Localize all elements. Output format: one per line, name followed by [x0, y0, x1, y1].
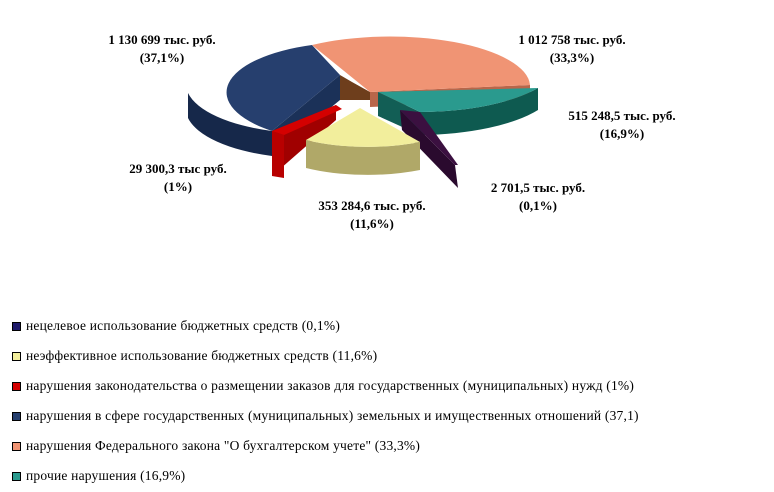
label-red-percent: (1%): [164, 179, 192, 194]
label-purple-percent: (0,1%): [519, 198, 557, 213]
label-blue-percent: (37,1%): [140, 50, 184, 65]
slice-red: [272, 105, 342, 135]
label-salmon-percent: (33,3%): [550, 50, 594, 65]
legend-swatch: [12, 441, 21, 451]
legend: нецелевое использование бюджетных средст…: [12, 311, 772, 491]
slice-teal-side: [420, 88, 538, 135]
legend-item: нарушения в сфере государственных (муниц…: [12, 401, 772, 431]
slice-salmon: [312, 36, 530, 92]
label-teal-percent: (16,9%): [600, 126, 644, 141]
label-yellow-percent: (11,6%): [350, 216, 394, 231]
legend-label: нецелевое использование бюджетных средст…: [26, 318, 341, 333]
legend-label: неэффективное использование бюджетных ср…: [26, 348, 378, 363]
slice-red-side: [272, 105, 336, 176]
legend-swatch: [12, 321, 21, 331]
pie-chart: 1 130 699 тыс. руб. (37,1%) 1 012 758 ты…: [108, 32, 675, 231]
legend-item: нарушения законодательства о размещении …: [12, 371, 772, 401]
slice-blue: [226, 45, 340, 131]
slice-yellow-side: [306, 140, 420, 175]
legend-label: нарушения в сфере государственных (муниц…: [26, 408, 639, 423]
slice-yellow: [306, 108, 420, 147]
slice-blue-side: [188, 93, 272, 156]
slice-purple: [400, 110, 458, 165]
slice-purple-side: [400, 110, 458, 188]
label-red-value: 29 300,3 тыс руб.: [129, 161, 226, 176]
legend-swatch: [12, 381, 21, 391]
label-purple-value: 2 701,5 тыс. руб.: [491, 180, 585, 195]
legend-item: нецелевое использование бюджетных средст…: [12, 311, 772, 341]
legend-swatch: [12, 411, 21, 421]
pie-3d-body: [188, 36, 538, 188]
label-teal-value: 515 248,5 тыс. руб.: [568, 108, 675, 123]
legend-item: неэффективное использование бюджетных ср…: [12, 341, 772, 371]
legend-item: прочие нарушения (16,9%): [12, 461, 772, 491]
legend-label: нарушения Федерального закона "О бухгалт…: [26, 438, 421, 453]
slice-red-front: [272, 131, 284, 178]
label-salmon-value: 1 012 758 тыс. руб.: [518, 32, 625, 47]
slice-teal: [378, 88, 538, 112]
label-blue-value: 1 130 699 тыс. руб.: [108, 32, 215, 47]
legend-label: нарушения законодательства о размещении …: [26, 378, 635, 393]
label-yellow-value: 353 284,6 тыс. руб.: [318, 198, 425, 213]
legend-item: нарушения Федерального закона "О бухгалт…: [12, 431, 772, 461]
legend-swatch: [12, 351, 21, 361]
legend-swatch: [12, 471, 21, 481]
legend-label: прочие нарушения (16,9%): [26, 468, 186, 483]
slice-brown-wall: [340, 75, 370, 100]
